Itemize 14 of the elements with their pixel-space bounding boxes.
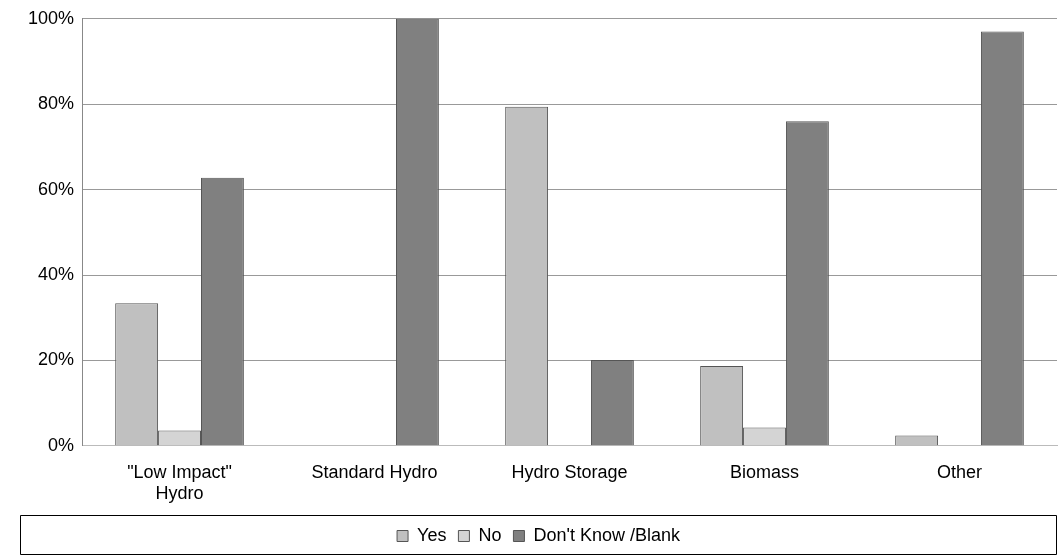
legend-label: Yes	[417, 524, 447, 545]
y-tick-label: 100%	[27, 7, 75, 28]
y-tick-label: 60%	[38, 178, 75, 199]
x-tick-label: Biomass	[730, 461, 800, 482]
x-tick-label: Other	[936, 461, 983, 482]
legend-label: No	[478, 524, 502, 545]
y-tick-label: 0%	[48, 434, 75, 455]
y-tick-label: 20%	[38, 349, 75, 370]
y-tick-label: 40%	[38, 263, 75, 284]
y-tick-label: 80%	[38, 93, 75, 114]
x-tick-label: Hydro Storage	[511, 461, 628, 482]
x-tick-label: Standard Hydro	[311, 461, 438, 482]
x-tick-label: "Low Impact" Hydro	[127, 461, 232, 504]
legend-label: Don't Know /Blank	[533, 524, 681, 545]
